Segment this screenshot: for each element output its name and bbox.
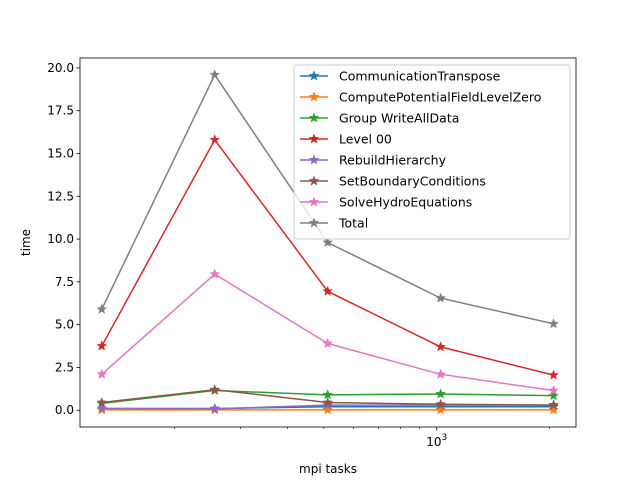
legend-marker <box>308 175 320 186</box>
y-tick-label: 12.5 <box>47 189 74 203</box>
y-tick-label: 20.0 <box>47 61 74 75</box>
data-point <box>209 383 221 395</box>
legend-entry: SolveHydroEquations <box>300 195 472 210</box>
data-point <box>548 399 560 410</box>
data-point <box>435 292 447 303</box>
series-7 <box>96 69 560 329</box>
legend-entry: CommunicationTranspose <box>300 69 501 84</box>
data-point <box>548 389 560 401</box>
x-tick-label: 103 <box>426 433 447 449</box>
legend-box <box>293 64 571 240</box>
data-point <box>548 404 560 415</box>
data-point <box>209 403 221 414</box>
legend-marker <box>308 91 320 102</box>
legend-label: ComputePotentialFieldLevelZero <box>339 90 541 105</box>
y-tick-label: 15.0 <box>47 147 74 161</box>
y-tick-label: 10.0 <box>47 232 74 246</box>
series-5 <box>96 383 560 410</box>
y-tick-label: 2.5 <box>55 360 74 374</box>
legend-label: SetBoundaryConditions <box>339 174 486 189</box>
legend-label: SolveHydroEquations <box>339 195 472 210</box>
plot-frame <box>79 57 577 428</box>
data-point <box>322 285 334 296</box>
legend-label: Total <box>338 216 368 231</box>
data-point <box>322 404 334 415</box>
data-point <box>435 368 447 379</box>
series-3 <box>96 134 560 380</box>
legend-entry: RebuildHierarchy <box>300 153 447 168</box>
data-point <box>209 69 221 80</box>
data-point <box>435 341 447 352</box>
data-point <box>548 318 560 329</box>
series-layer <box>96 69 560 415</box>
x-axis-label: mpi tasks <box>299 462 357 476</box>
data-point <box>435 404 447 415</box>
legend-marker <box>308 133 320 144</box>
data-point <box>209 268 221 279</box>
data-point <box>96 402 108 414</box>
legend-marker <box>308 196 320 207</box>
legend-entry: Group WriteAllData <box>300 111 459 126</box>
y-tick-label: 7.5 <box>55 275 74 289</box>
legend: CommunicationTranspose ComputePotentialFi… <box>293 64 571 240</box>
legend-entry: ComputePotentialFieldLevelZero <box>300 90 541 105</box>
y-tick-label: 0.0 <box>55 403 74 417</box>
legend-marker <box>308 154 320 165</box>
legend-marker <box>308 70 320 81</box>
data-point <box>435 398 447 409</box>
data-point <box>96 396 108 408</box>
data-point <box>96 303 108 314</box>
legend-label: CommunicationTranspose <box>339 69 501 84</box>
data-point <box>322 396 334 408</box>
data-point <box>322 236 334 248</box>
data-point <box>209 134 221 145</box>
data-point <box>435 388 447 399</box>
legend-marker <box>308 217 320 228</box>
data-point <box>96 340 108 351</box>
legend-entry: SetBoundaryConditions <box>300 174 486 189</box>
legend-label: Group WriteAllData <box>339 111 459 126</box>
y-tick-label: 5.0 <box>55 318 74 332</box>
data-point <box>548 369 560 380</box>
series-6 <box>96 268 560 396</box>
y-axis-label: time <box>19 229 33 256</box>
legend-label: Level 00 <box>339 132 392 147</box>
legend-entry: Level 00 <box>300 132 392 147</box>
legend-entry: Total <box>300 216 368 231</box>
data-point <box>96 368 108 379</box>
y-tick-label: 17.5 <box>47 104 74 118</box>
legend-marker <box>308 112 320 123</box>
legend-label: RebuildHierarchy <box>339 153 447 168</box>
data-point <box>548 384 560 396</box>
axes-layer: 0.0 2.5 5.0 7.5 10.0 12.5 15.0 17.5 20.0 103 mpi t… <box>19 57 577 476</box>
data-point <box>322 337 334 349</box>
